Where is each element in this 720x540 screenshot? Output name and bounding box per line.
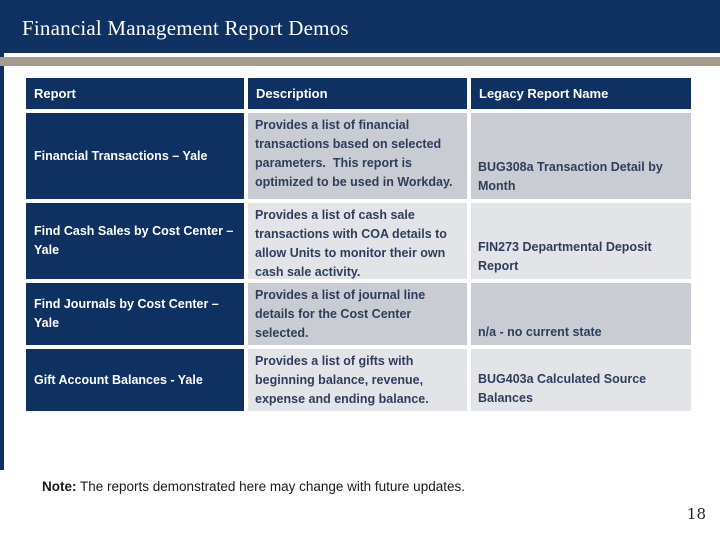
- page-number: 18: [686, 505, 706, 523]
- slide-title: Financial Management Report Demos: [22, 16, 349, 40]
- report-description-cell: Provides a list of financial transaction…: [248, 113, 467, 199]
- report-name-cell: Financial Transactions – Yale: [26, 113, 244, 199]
- report-name-cell: Find Journals by Cost Center – Yale: [26, 283, 244, 345]
- report-description-cell: Provides a list of cash sale transaction…: [248, 203, 467, 279]
- left-accent-bar: [0, 0, 4, 470]
- report-name-cell: Gift Account Balances - Yale: [26, 349, 244, 411]
- report-description-cell: Provides a list of gifts with beginning …: [248, 349, 467, 411]
- note-label: Note:: [42, 479, 77, 494]
- slide-title-band: Financial Management Report Demos: [0, 0, 720, 53]
- legacy-report-name-cell: FIN273 Departmental Deposit Report: [471, 203, 691, 279]
- legacy-report-name-cell: BUG308a Transaction Detail by Month: [471, 113, 691, 199]
- legacy-report-name-cell: BUG403a Calculated Source Balances: [471, 349, 691, 411]
- title-divider-bar: [0, 57, 720, 66]
- report-description-cell: Provides a list of journal line details …: [248, 283, 467, 345]
- report-name-cell: Find Cash Sales by Cost Center – Yale: [26, 203, 244, 279]
- note-text: The reports demonstrated here may change…: [76, 479, 465, 494]
- reports-table: Report Description Legacy Report Name Fi…: [26, 78, 691, 411]
- legacy-report-name-cell: n/a - no current state: [471, 283, 691, 345]
- column-header-report: Report: [26, 78, 244, 109]
- column-header-description: Description: [248, 78, 467, 109]
- column-header-legacy-report-name: Legacy Report Name: [471, 78, 691, 109]
- slide-note: Note: The reports demonstrated here may …: [42, 479, 465, 494]
